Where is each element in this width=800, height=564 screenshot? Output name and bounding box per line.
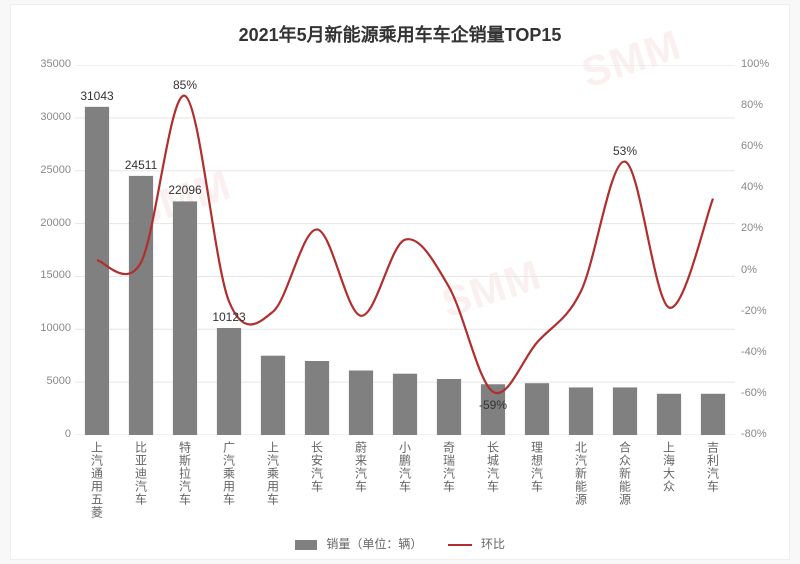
x-category: 上海大众 xyxy=(661,441,678,531)
line-value-label: -59% xyxy=(479,398,507,412)
chart-title: 2021年5月新能源乘用车车企销量TOP15 xyxy=(11,21,789,47)
y-right-tick: 20% xyxy=(741,222,781,234)
x-category: 长城汽车 xyxy=(485,441,502,531)
bar-value-label: 10123 xyxy=(212,310,245,324)
x-category: 北汽新能源 xyxy=(573,441,590,531)
bar xyxy=(657,394,681,435)
x-category: 吉利汽车 xyxy=(705,441,722,531)
bar-value-label: 22096 xyxy=(168,183,201,197)
bar xyxy=(217,328,241,435)
y-left-tick: 15000 xyxy=(33,269,71,281)
line-value-label: 85% xyxy=(173,78,197,92)
bar xyxy=(129,176,153,435)
bar-value-label: 24511 xyxy=(125,158,157,172)
chart-svg xyxy=(75,65,735,435)
bar xyxy=(701,394,725,435)
bar xyxy=(613,387,637,435)
bar xyxy=(525,383,549,435)
y-left-tick: 35000 xyxy=(33,58,71,70)
y-right-tick: -20% xyxy=(741,305,781,317)
x-category: 小鹏汽车 xyxy=(397,441,414,531)
bar xyxy=(393,374,417,435)
y-right-tick: 0% xyxy=(741,264,781,276)
x-category: 长安汽车 xyxy=(309,441,326,531)
bar xyxy=(305,361,329,435)
bar xyxy=(173,201,197,435)
x-category: 理想汽车 xyxy=(529,441,546,531)
legend-swatch-line xyxy=(448,544,472,546)
x-category: 蔚来汽车 xyxy=(353,441,370,531)
line-value-label: 53% xyxy=(613,144,637,158)
y-right-tick: 40% xyxy=(741,181,781,193)
y-right-tick: -40% xyxy=(741,346,781,358)
y-right-tick: 60% xyxy=(741,140,781,152)
y-right-tick: 100% xyxy=(741,58,781,70)
legend-swatch-bar xyxy=(295,540,317,550)
legend-label-bars: 销量（单位：辆） xyxy=(326,537,422,551)
x-category: 上汽通用五菱 xyxy=(89,441,106,531)
legend-label-line: 环比 xyxy=(481,537,505,551)
x-category: 合众新能源 xyxy=(617,441,634,531)
y-right-tick: -80% xyxy=(741,428,781,440)
x-category: 特斯拉汽车 xyxy=(177,441,194,531)
y-left-tick: 20000 xyxy=(33,217,71,229)
y-left-tick: 25000 xyxy=(33,164,71,176)
y-left-tick: 10000 xyxy=(33,322,71,334)
x-category: 奇瑞汽车 xyxy=(441,441,458,531)
bar xyxy=(85,107,109,435)
x-category: 广汽乘用车 xyxy=(221,441,238,531)
x-category: 比亚迪汽车 xyxy=(133,441,150,531)
plot-area xyxy=(75,65,735,435)
x-category: 上汽乘用车 xyxy=(265,441,282,531)
bar xyxy=(437,379,461,435)
chart-container: 2021年5月新能源乘用车车企销量TOP15 SMM SMM SMM 05000… xyxy=(10,4,790,560)
y-right-tick: -60% xyxy=(741,387,781,399)
legend: 销量（单位：辆） 环比 xyxy=(11,535,789,552)
bar-value-label: 31043 xyxy=(80,89,113,103)
bar xyxy=(569,387,593,435)
y-left-tick: 5000 xyxy=(33,375,71,387)
y-right-tick: 80% xyxy=(741,99,781,111)
y-left-tick: 0 xyxy=(33,428,71,440)
bar xyxy=(349,371,373,435)
y-left-tick: 30000 xyxy=(33,111,71,123)
bar xyxy=(261,356,285,435)
